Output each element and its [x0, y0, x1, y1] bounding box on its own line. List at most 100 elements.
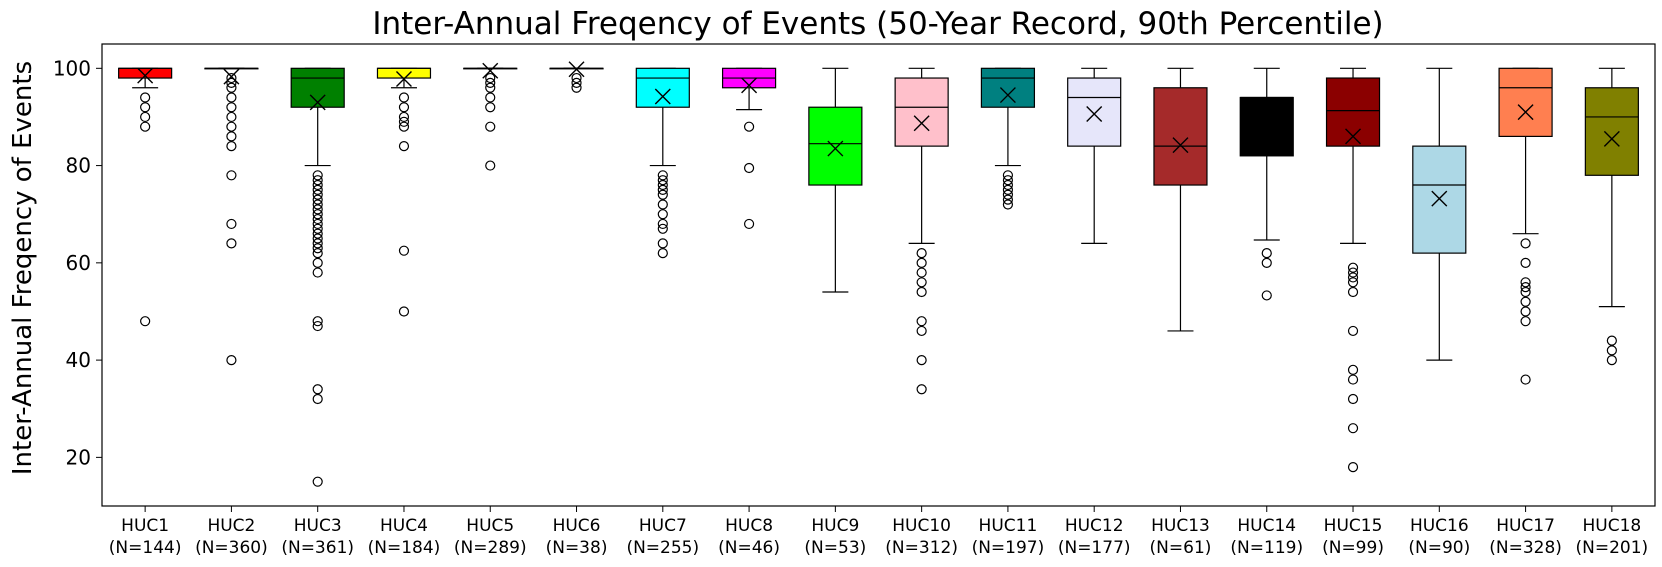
y-tick-label: 20: [66, 445, 91, 469]
outlier-point: [312, 238, 323, 249]
mean-marker: [482, 62, 499, 79]
x-tick-count-label: (N=61): [1150, 538, 1212, 558]
outlier-point: [312, 184, 323, 195]
outlier-point: [485, 121, 496, 132]
box-huc10: [894, 77, 949, 147]
outlier-point: [571, 77, 582, 89]
outlier-point: [312, 248, 323, 259]
outlier-point: [1347, 286, 1359, 298]
box-huc7: [635, 67, 690, 108]
outlier-point: [916, 286, 927, 298]
x-tick-count-label: (N=53): [804, 538, 866, 558]
box-huc14: [1239, 96, 1294, 157]
x-tick-label: HUC15: [1324, 516, 1383, 536]
outlier-point: [657, 175, 668, 186]
outlier-point: [140, 316, 151, 327]
outlier-point: [657, 170, 668, 181]
outlier-point: [312, 233, 323, 244]
x-tick-count-label: (N=361): [281, 538, 354, 558]
outlier-point: [398, 111, 410, 123]
outlier-point: [312, 194, 323, 205]
outlier-point: [398, 306, 410, 317]
outlier-point: [657, 218, 668, 230]
outlier-point: [1520, 277, 1531, 288]
x-tick-count-label: (N=184): [368, 538, 441, 558]
outlier-point: [1520, 257, 1531, 268]
outlier-point: [1261, 290, 1272, 301]
outlier-point: [1261, 248, 1272, 259]
axes-frame: [101, 43, 1656, 507]
x-tick-count-label: (N=177): [1058, 538, 1131, 558]
outlier-point: [1347, 272, 1359, 283]
outlier-point: [1002, 194, 1014, 205]
x-tick-label: HUC14: [1237, 516, 1296, 536]
outlier-point: [1347, 277, 1359, 288]
x-tick-label: HUC9: [811, 516, 859, 536]
outlier-point: [312, 320, 323, 332]
outlier-point: [140, 102, 151, 113]
outlier-point: [916, 277, 927, 288]
outlier-point: [916, 384, 927, 395]
x-tick-count-label: (N=289): [454, 538, 527, 558]
mean-marker: [1345, 128, 1362, 145]
x-tick-count-label: (N=312): [885, 538, 958, 558]
outlier-point: [312, 199, 323, 210]
outlier-point: [312, 209, 323, 220]
mean-marker: [137, 67, 154, 84]
x-tick-count-label: (N=328): [1489, 538, 1562, 558]
outlier-point: [1347, 364, 1359, 375]
outlier-point: [916, 325, 927, 337]
mean-marker: [1258, 123, 1275, 140]
outlier-point: [1002, 199, 1014, 210]
outlier-point: [312, 213, 323, 225]
mean-marker: [741, 77, 758, 94]
outlier-point: [398, 141, 410, 152]
outlier-point: [1347, 262, 1359, 273]
x-tick-count-label: (N=46): [718, 538, 780, 558]
outlier-point: [226, 82, 237, 93]
outlier-point: [1347, 423, 1359, 434]
x-tick-label: HUC4: [380, 516, 428, 536]
outlier-point: [1606, 335, 1617, 346]
y-tick-label: 80: [66, 154, 91, 178]
x-tick-count-label: (N=38): [546, 538, 608, 558]
x-tick-label: HUC7: [639, 516, 687, 536]
outlier-point: [312, 204, 323, 215]
x-tick-label: HUC13: [1151, 516, 1210, 536]
mean-marker: [395, 71, 412, 88]
y-axis-label: Inter-Annual Freqency of Events: [8, 61, 38, 475]
x-tick-label: HUC6: [553, 516, 601, 536]
outlier-point: [916, 316, 927, 327]
outlier-point: [1002, 170, 1014, 181]
outlier-point: [312, 170, 323, 181]
x-tick-label: HUC18: [1582, 516, 1641, 536]
x-tick-count-label: (N=144): [109, 538, 182, 558]
outlier-point: [398, 102, 410, 113]
outlier-point: [485, 102, 496, 113]
box-huc13: [1153, 87, 1208, 186]
outlier-point: [398, 116, 410, 127]
outlier-point: [485, 82, 496, 93]
x-tick-label: HUC12: [1065, 516, 1124, 536]
mean-marker: [568, 61, 585, 78]
box-huc18: [1584, 87, 1639, 176]
outlier-point: [1520, 296, 1531, 307]
outlier-point: [743, 121, 755, 132]
outlier-point: [226, 121, 237, 132]
outlier-point: [312, 393, 323, 405]
x-tick-label: HUC8: [725, 516, 773, 536]
outlier-point: [226, 77, 237, 89]
box-huc15: [1325, 77, 1381, 147]
x-tick-label: HUC2: [207, 516, 255, 536]
x-tick-count-label: (N=119): [1230, 538, 1303, 558]
chart-title: Inter-Annual Freqency of Events (50-Year…: [372, 6, 1383, 42]
outlier-point: [657, 248, 668, 259]
outlier-point: [657, 184, 668, 195]
x-tick-label: HUC1: [121, 516, 169, 536]
outlier-point: [571, 72, 582, 84]
outlier-point: [657, 179, 668, 191]
box-huc12: [1067, 77, 1122, 147]
outlier-point: [312, 179, 323, 191]
outlier-point: [1347, 461, 1359, 473]
